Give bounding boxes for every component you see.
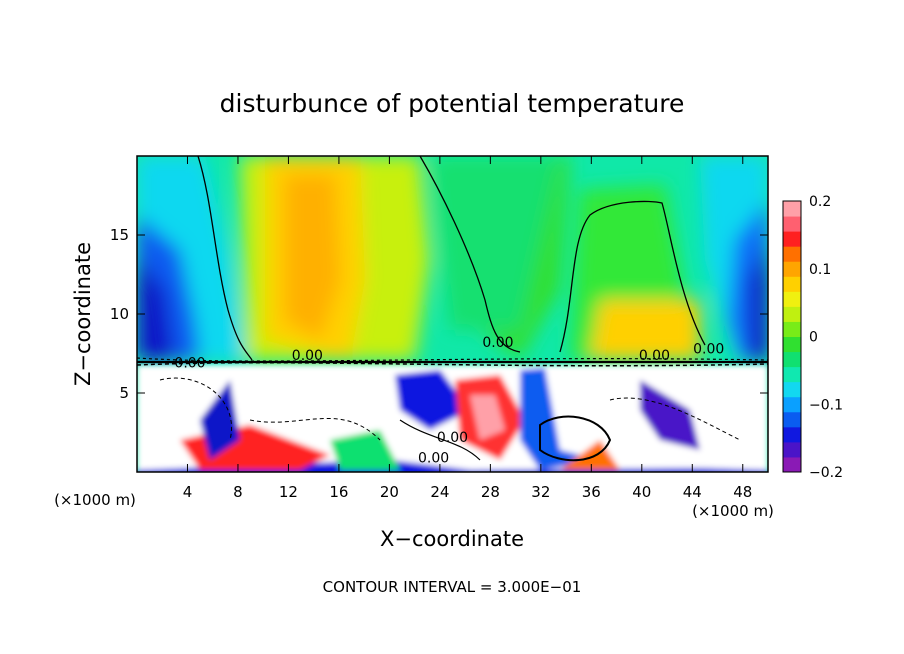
y-tick-label: 10 <box>110 305 129 323</box>
contour-line <box>559 200 706 353</box>
field-region <box>590 300 700 360</box>
colorbar-swatch <box>783 216 801 232</box>
colorbar-swatch <box>783 441 801 458</box>
field-region <box>200 380 240 460</box>
field-region <box>430 156 560 330</box>
field-region <box>395 370 470 430</box>
contour-label: 0.00 <box>639 348 670 364</box>
colorbar-tick-label: −0.1 <box>809 397 843 413</box>
field-region <box>330 430 400 470</box>
contour-line <box>419 156 521 353</box>
x-axis: 4 8 12 16 20 24 28 32 36 40 44 48 <box>183 156 752 501</box>
colorbar-swatch <box>783 321 801 337</box>
field-region <box>470 395 505 440</box>
x-tick-label: 44 <box>683 483 702 501</box>
colorbar-swatch <box>783 336 801 353</box>
contour-label: 0.00 <box>693 342 724 358</box>
colorbar-labels: 0.2 0.1 0 −0.1 −0.2 <box>809 194 843 481</box>
colorbar-tick-label: 0.1 <box>809 262 831 278</box>
lower-field <box>137 365 768 472</box>
contour-labels: 0.00 0.00 0.00 0.00 0.00 0.00 0.00 <box>174 335 724 467</box>
y-tick-label: 15 <box>110 226 129 244</box>
colorbar-swatch <box>783 276 801 292</box>
x-tick-label: 20 <box>380 483 399 501</box>
field-region <box>640 380 700 450</box>
x-tick-label: 40 <box>632 483 651 501</box>
y-axis-label: Z−coordinate <box>71 242 95 386</box>
heatmap-field <box>137 156 768 472</box>
colorbar-swatch <box>783 246 801 262</box>
contour-label: 0.00 <box>437 430 468 446</box>
colorbar-swatch <box>783 231 801 247</box>
y-axis: 5 10 15 <box>110 226 768 402</box>
x-axis-label: X−coordinate <box>380 527 524 551</box>
contour-line <box>609 397 741 441</box>
colorbar-swatch <box>783 351 801 368</box>
contour-lines <box>137 156 768 462</box>
colorbar-swatch <box>783 411 801 428</box>
contour-line <box>249 418 381 441</box>
x-tick-label: 32 <box>531 483 550 501</box>
colorbar-swatch <box>783 261 801 277</box>
colorbar-swatch <box>783 381 801 398</box>
colorbar-tick-label: 0 <box>809 330 818 346</box>
colorbar-swatch <box>783 201 801 217</box>
colorbar-swatch <box>783 366 801 383</box>
colorbar-swatch <box>783 396 801 413</box>
x-tick-label: 36 <box>582 483 601 501</box>
contour-label: 0.00 <box>292 348 323 364</box>
x-tick-label: 4 <box>183 483 193 501</box>
contour-line <box>539 415 612 462</box>
field-region <box>285 175 340 340</box>
x-tick-label: 8 <box>233 483 243 501</box>
contour-line <box>159 377 232 441</box>
colorbar-tick-label: 0.2 <box>809 194 831 210</box>
colorbar-swatch <box>783 456 801 473</box>
x-tick-label: 12 <box>279 483 298 501</box>
x-tick-label: 24 <box>430 483 449 501</box>
x-tick-label: 16 <box>329 483 348 501</box>
x-tick-label: 48 <box>733 483 752 501</box>
colorbar-swatch <box>783 306 801 322</box>
x-tick-label: 28 <box>481 483 500 501</box>
colorbar-frame <box>782 200 802 473</box>
contour-line <box>137 357 768 362</box>
field-region <box>748 240 768 360</box>
contour-line <box>137 361 768 367</box>
upper-field <box>137 156 768 360</box>
contour-label: 0.00 <box>174 356 205 372</box>
x-unit-left: (×1000 m) <box>54 491 136 509</box>
colorbar-swatch <box>783 291 801 307</box>
contour-line <box>399 419 481 461</box>
colorbar-swatch <box>783 426 801 443</box>
contour-interval-note: CONTOUR INTERVAL = 3.000E−01 <box>323 578 582 596</box>
field-region <box>137 255 175 360</box>
x-unit-right: (×1000 m) <box>692 502 774 520</box>
chart-title: disturbunce of potential temperature <box>220 89 685 118</box>
y-tick-label: 5 <box>119 384 129 402</box>
colorbar-tick-label: −0.2 <box>809 465 843 481</box>
colorbar <box>783 201 801 473</box>
contour-line <box>197 156 253 361</box>
contour-label: 0.00 <box>482 335 513 351</box>
contour-label: 0.00 <box>418 451 449 467</box>
